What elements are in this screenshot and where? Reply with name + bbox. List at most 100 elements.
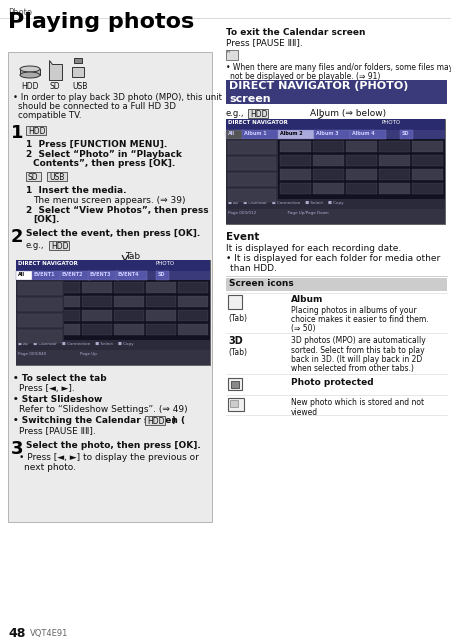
Text: ■ All    ■ Calendar    ■ Connection    ■ Select    ■ Copy: ■ All ■ Calendar ■ Connection ■ Select ■… <box>228 201 344 205</box>
Text: choice makes it easier to find them.: choice makes it easier to find them. <box>291 315 428 324</box>
Text: Press [PAUSE ⅡⅡ].: Press [PAUSE ⅡⅡ]. <box>19 426 96 435</box>
Text: Page 000/840                           Page Up: Page 000/840 Page Up <box>18 352 97 356</box>
Text: 2  Select “View Photos”, then press: 2 Select “View Photos”, then press <box>26 206 209 215</box>
Bar <box>114 310 144 321</box>
Text: next photo.: next photo. <box>24 463 76 472</box>
Bar <box>230 400 238 407</box>
Text: • In order to play back 3D photo (MPO), this unit: • In order to play back 3D photo (MPO), … <box>13 93 222 102</box>
Bar <box>82 324 112 335</box>
Bar <box>50 296 80 307</box>
Bar <box>82 296 112 307</box>
Bar <box>228 398 244 411</box>
Bar <box>412 183 443 194</box>
Bar <box>114 324 144 335</box>
Text: • Press [◄, ►] to display the previous or: • Press [◄, ►] to display the previous o… <box>19 453 199 462</box>
Bar <box>226 130 445 139</box>
Bar <box>16 280 210 350</box>
Bar <box>116 271 147 280</box>
Bar <box>49 241 69 250</box>
Text: compatible TV.: compatible TV. <box>18 111 82 120</box>
Bar <box>16 340 210 350</box>
Bar <box>114 296 144 307</box>
Bar <box>88 271 119 280</box>
Text: Event: Event <box>226 232 259 242</box>
Bar <box>226 209 445 224</box>
Text: HDD: HDD <box>21 82 38 91</box>
Text: USB: USB <box>49 173 64 182</box>
Text: DIRECT NAVIGATOR: DIRECT NAVIGATOR <box>228 120 288 125</box>
Text: SD: SD <box>157 272 165 277</box>
Bar <box>226 130 244 139</box>
Bar <box>145 416 165 425</box>
Text: HDD: HDD <box>51 242 69 251</box>
Bar <box>146 282 176 293</box>
Text: PHOTO: PHOTO <box>381 120 400 125</box>
Bar <box>400 130 413 139</box>
Text: Page 000/012                         Page Up/Page Down: Page 000/012 Page Up/Page Down <box>228 211 329 215</box>
Bar <box>280 155 311 166</box>
Bar <box>20 69 40 75</box>
Bar <box>226 139 278 209</box>
Text: It is displayed for each recording date.: It is displayed for each recording date. <box>226 244 401 253</box>
Text: DIRECT NAVIGATOR (PHOTO): DIRECT NAVIGATOR (PHOTO) <box>229 81 408 91</box>
Bar <box>74 58 82 63</box>
Bar <box>26 126 46 135</box>
Bar <box>346 183 377 194</box>
Text: than HDD.: than HDD. <box>230 264 277 273</box>
Bar <box>16 271 33 280</box>
Text: USB: USB <box>72 82 87 91</box>
Text: should be connected to a Full HD 3D: should be connected to a Full HD 3D <box>18 102 176 111</box>
Bar <box>379 155 410 166</box>
Text: • Start Slideshow: • Start Slideshow <box>13 395 102 404</box>
Ellipse shape <box>20 66 40 72</box>
Text: Select the event, then press [OK].: Select the event, then press [OK]. <box>26 229 200 238</box>
Bar <box>178 310 208 321</box>
Bar <box>350 130 386 139</box>
Bar <box>280 183 311 194</box>
Bar <box>178 296 208 307</box>
Bar <box>60 271 91 280</box>
Text: • Switching the Calendar screen (: • Switching the Calendar screen ( <box>13 416 185 425</box>
Bar <box>346 141 377 152</box>
Bar <box>26 172 41 181</box>
Text: • It is displayed for each folder for media other: • It is displayed for each folder for me… <box>226 254 440 263</box>
Bar <box>82 310 112 321</box>
Text: Album 3: Album 3 <box>316 131 338 136</box>
Text: 1: 1 <box>11 124 23 142</box>
Text: (Tab): (Tab) <box>228 314 247 323</box>
Bar <box>72 67 84 77</box>
Bar <box>228 141 276 154</box>
Text: • To select the tab: • To select the tab <box>13 374 106 383</box>
Bar <box>412 155 443 166</box>
Bar <box>226 119 445 224</box>
Text: Playing photos: Playing photos <box>8 12 194 32</box>
Bar <box>18 298 62 311</box>
Text: SD: SD <box>49 82 60 91</box>
Bar <box>47 172 67 181</box>
Text: DIRECT NAVIGATOR: DIRECT NAVIGATOR <box>18 261 78 266</box>
Text: Press [PAUSE ⅡⅡ].: Press [PAUSE ⅡⅡ]. <box>226 38 303 47</box>
Text: ■ All    ■ Calendar    ■ Connection    ■ Select    ■ Copy: ■ All ■ Calendar ■ Connection ■ Select ■… <box>18 342 133 346</box>
Text: EVENT3: EVENT3 <box>89 272 111 277</box>
Text: • When there are many files and/or folders, some files may: • When there are many files and/or folde… <box>226 63 451 72</box>
Bar <box>226 199 445 209</box>
Text: SD: SD <box>401 131 409 136</box>
Text: not be displayed or be playable. (⇒ 91): not be displayed or be playable. (⇒ 91) <box>230 72 380 81</box>
Text: (Tab): (Tab) <box>228 348 247 357</box>
Bar <box>228 157 276 170</box>
Bar <box>379 141 410 152</box>
Text: New photo which is stored and not: New photo which is stored and not <box>291 398 424 407</box>
Text: when selected from other tabs.): when selected from other tabs.) <box>291 364 414 373</box>
Text: e.g.,: e.g., <box>226 109 244 118</box>
Bar <box>16 350 210 365</box>
Bar <box>18 314 62 327</box>
Bar <box>226 119 445 130</box>
Text: screen: screen <box>229 94 271 104</box>
Text: Press [◄, ►].: Press [◄, ►]. <box>19 384 75 393</box>
Bar <box>18 296 48 307</box>
Text: Photo protected: Photo protected <box>291 378 373 387</box>
Text: All: All <box>227 131 235 136</box>
Text: e.g.,: e.g., <box>26 241 45 250</box>
Text: Photo: Photo <box>8 8 32 17</box>
Bar <box>242 130 277 139</box>
